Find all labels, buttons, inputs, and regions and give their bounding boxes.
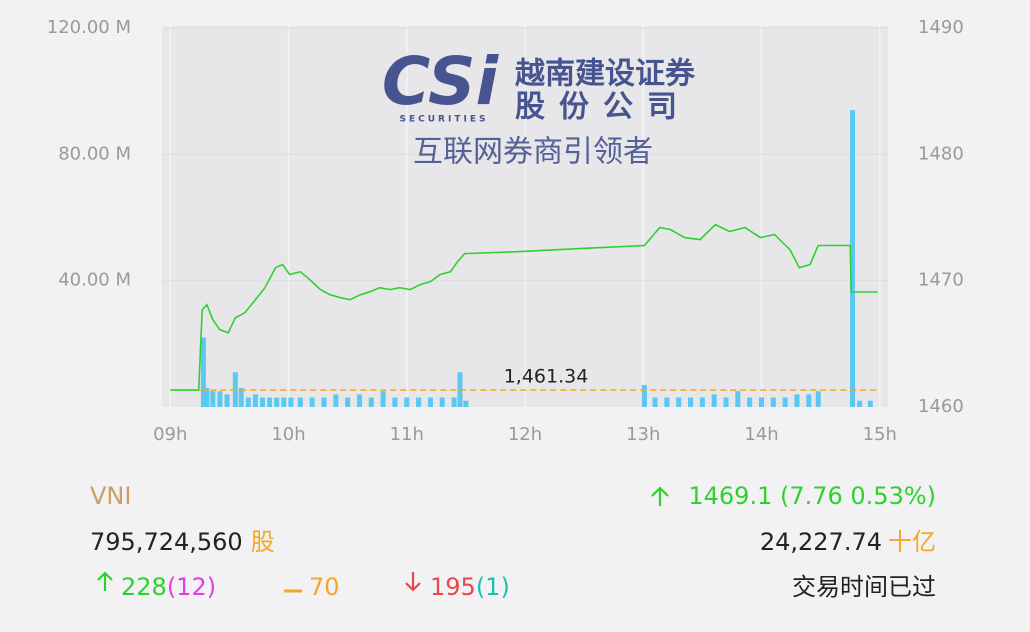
volume-bar <box>439 397 445 407</box>
volume-bar <box>652 397 658 407</box>
volume-bar <box>867 400 873 407</box>
volume-bar <box>850 110 856 407</box>
volume-bar <box>794 394 800 407</box>
y2-tick-label: 1470 <box>918 270 964 291</box>
volume-bar <box>224 394 230 407</box>
index-name: VNI <box>90 482 131 510</box>
volume-bar <box>274 397 280 407</box>
volume-bar <box>451 397 457 407</box>
volume-bar <box>857 400 863 407</box>
volume-bar <box>267 397 273 407</box>
volume-unit: 股 <box>251 528 275 556</box>
volume-bar <box>688 397 694 407</box>
volume-bar <box>380 391 386 407</box>
advances: 228(12) <box>121 573 216 601</box>
volume-bar <box>463 400 469 407</box>
volume-bar <box>404 397 410 407</box>
index-change: 1469.1 (7.76 0.53%) <box>688 482 936 510</box>
advances-count: 228 <box>121 573 167 601</box>
down-arrow <box>405 572 421 592</box>
volume-bar <box>664 397 670 407</box>
volume-bar <box>297 397 303 407</box>
volume-bar <box>204 388 210 407</box>
volume-bar <box>641 384 647 407</box>
x-tick-label: 09h <box>153 424 187 445</box>
value-number: 24,227.74 <box>760 528 882 556</box>
volume-bar <box>252 394 258 407</box>
volume-bar <box>416 397 422 407</box>
volume-bar <box>245 397 251 407</box>
up-arrow <box>651 486 669 506</box>
volume-bar <box>368 397 374 407</box>
volume: 795,724,560 股 <box>90 528 275 556</box>
volume-bar <box>782 397 788 407</box>
value-unit: 十亿 <box>888 528 936 556</box>
x-tick-label: 10h <box>271 424 305 445</box>
declines: 195(1) <box>430 573 510 601</box>
volume-bar <box>392 397 398 407</box>
declines-count: 195 <box>430 573 476 601</box>
index-line <box>170 223 878 391</box>
volume-bar <box>200 337 206 407</box>
volume-bar <box>699 397 705 407</box>
volume-bar <box>281 397 287 407</box>
logo-sub: SECURITIES <box>400 115 489 125</box>
up-arrow <box>97 571 113 591</box>
volume-bar <box>723 397 729 407</box>
volume-bar <box>309 397 315 407</box>
declines-floor: (1) <box>476 573 510 601</box>
volume-bar <box>345 397 351 407</box>
volume-bar <box>747 397 753 407</box>
volume-bar <box>815 391 821 407</box>
advances-ceiling: (12) <box>167 573 216 601</box>
volume-bar <box>217 391 223 407</box>
logo: CSi <box>382 43 500 120</box>
marks: 1,461.34 <box>170 110 878 407</box>
volume-bar <box>238 388 244 407</box>
company-type: 股份公司 <box>515 90 691 125</box>
volume-bar <box>758 397 764 407</box>
status: 交易时间已过 <box>792 573 936 601</box>
volume-bar <box>676 397 682 407</box>
volume-bar <box>210 391 216 407</box>
company-name: 越南建设证券 <box>515 57 696 92</box>
volume-bar <box>333 394 339 407</box>
x-tick-label: 15h <box>863 424 897 445</box>
volume-bar <box>735 391 741 407</box>
slogan: 互联网券商引领者 <box>413 135 653 170</box>
grid <box>162 26 888 407</box>
y-tick-label: 120.00 M <box>47 17 131 38</box>
unchanged: 70 <box>309 573 340 601</box>
y-tick-label: 80.00 M <box>58 143 131 164</box>
volume-bar <box>288 397 294 407</box>
volume-bar <box>321 397 327 407</box>
volume-value: 795,724,560 <box>90 528 243 556</box>
volume-bar <box>260 397 266 407</box>
x-tick-label: 12h <box>508 424 542 445</box>
volume-bar <box>356 394 362 407</box>
y2-tick-label: 1460 <box>918 396 964 417</box>
volume-bar <box>806 394 812 407</box>
volume-bar <box>711 394 717 407</box>
reference-label: 1,461.34 <box>504 366 589 388</box>
volume-bar <box>770 397 776 407</box>
value: 24,227.74 十亿 <box>760 528 936 556</box>
y2-tick-label: 1490 <box>918 17 964 38</box>
volume-bar <box>457 372 463 407</box>
volume-bar <box>427 397 433 407</box>
x-tick-label: 13h <box>626 424 660 445</box>
watermark: CSi SECURITIES 越南建设证券 股份公司 互联网券商引领者 <box>382 43 696 169</box>
y2-tick-label: 1480 <box>918 143 964 164</box>
y-tick-label: 40.00 M <box>58 270 131 291</box>
x-tick-label: 11h <box>390 424 424 445</box>
x-tick-label: 14h <box>744 424 778 445</box>
